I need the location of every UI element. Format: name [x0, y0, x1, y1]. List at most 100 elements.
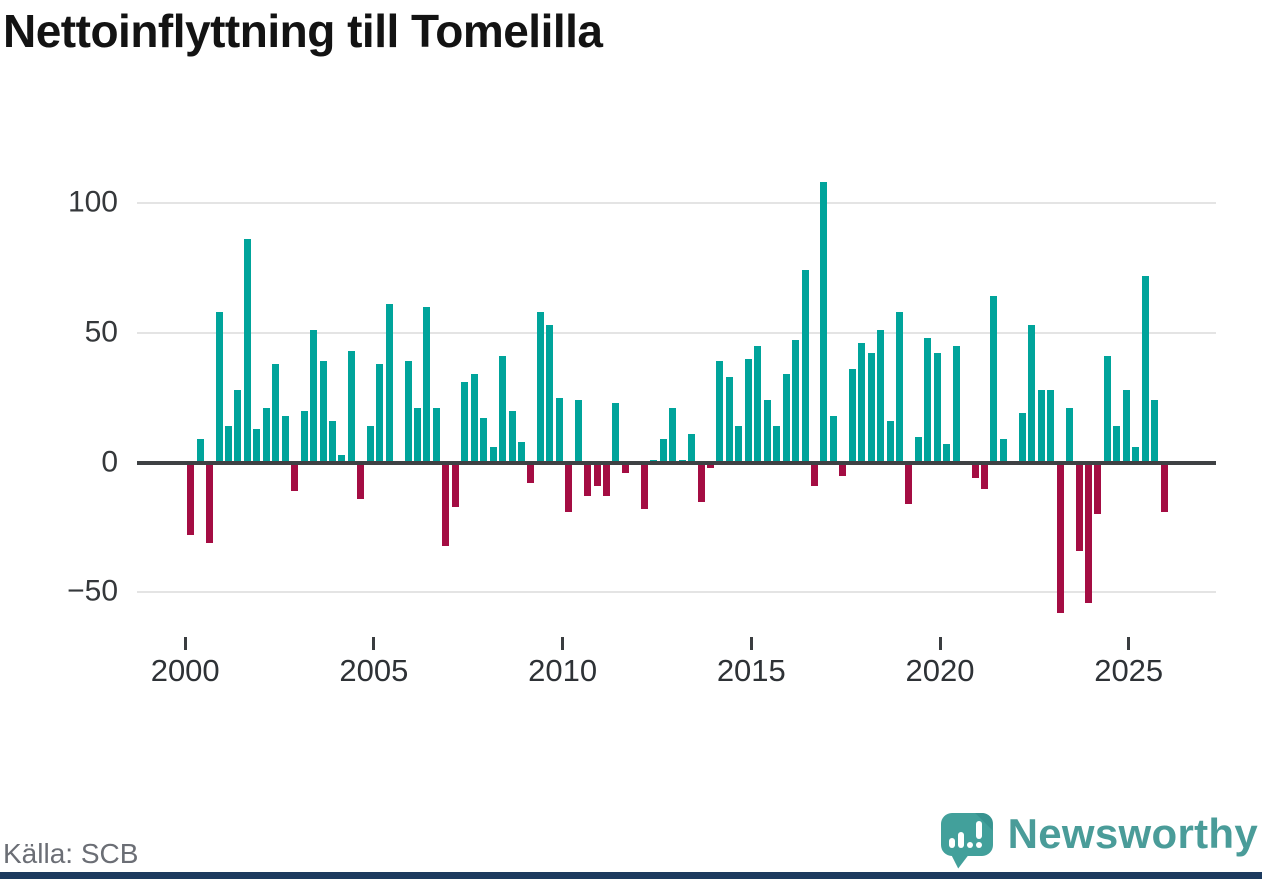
bar-2007-q4 — [480, 418, 488, 463]
x-tick-label-2005: 2005 — [339, 653, 409, 688]
bar-2002-q4 — [291, 462, 299, 492]
footer-accent-strip — [0, 872, 1262, 879]
bar-2005-q4 — [404, 361, 412, 463]
bar-2014-q1 — [716, 361, 724, 463]
y-tick-label-50: 50 — [84, 314, 118, 348]
chart-title: Nettoinflyttning till Tomelilla — [3, 5, 603, 57]
bar-2010-q2 — [574, 400, 582, 463]
bar-2004-q2 — [347, 350, 355, 463]
x-tick-mark-2005 — [372, 637, 376, 650]
bar-2024-q1 — [1094, 462, 1102, 515]
bar-2002-q3 — [281, 415, 289, 463]
bar-2021-q2 — [990, 296, 998, 463]
gridline-y-100 — [137, 201, 1216, 204]
x-tick-mark-2000 — [183, 637, 187, 650]
bar-2012-q1 — [640, 462, 648, 510]
bar-2000-q4 — [215, 311, 223, 463]
bar-2024-q2 — [1103, 356, 1111, 463]
bar-2018-q4 — [896, 311, 903, 463]
bar-2005-q2 — [385, 304, 393, 463]
bar-2006-q2 — [423, 306, 431, 463]
bar-2002-q2 — [272, 363, 280, 463]
bar-2005-q1 — [376, 363, 384, 463]
bar-2012-q3 — [659, 439, 667, 463]
zero-axis-line — [137, 460, 1216, 465]
bar-2020-q4 — [971, 462, 979, 479]
bar-2007-q2 — [461, 382, 469, 463]
bar-2017-q3 — [848, 369, 856, 463]
bar-2002-q1 — [262, 408, 270, 463]
bar-2017-q1 — [829, 415, 837, 463]
bar-2003-q2 — [310, 330, 317, 463]
bar-2015-q4 — [782, 374, 790, 463]
newsworthy-logo: Newsworthy — [940, 810, 1258, 869]
x-tick-mark-2025 — [1127, 637, 1131, 650]
bar-2014-q2 — [725, 376, 733, 463]
x-tick-label-2025: 2025 — [1094, 653, 1164, 688]
bar-2000-q3 — [206, 462, 214, 543]
bar-2024-q4 — [1122, 389, 1130, 463]
bar-2023-q2 — [1066, 408, 1073, 463]
bar-2022-q2 — [1028, 324, 1036, 463]
source-caption: Källa: SCB — [3, 838, 139, 869]
bar-2004-q1 — [338, 454, 346, 463]
bar-2003-q3 — [319, 361, 327, 463]
logo-wordmark: Newsworthy — [1007, 810, 1258, 857]
bar-2015-q2 — [763, 400, 771, 463]
bar-2010-q1 — [565, 462, 573, 512]
bar-2010-q4 — [593, 462, 601, 486]
bar-2023-q3 — [1075, 462, 1083, 551]
bar-2021-q1 — [981, 462, 988, 489]
mini-bar-chart-exclamation-icon — [948, 820, 982, 848]
bar-2007-q1 — [451, 462, 459, 507]
bar-2006-q3 — [432, 408, 440, 463]
bar-2011-q1 — [603, 462, 610, 497]
bar-2010-q3 — [584, 462, 592, 497]
bar-2009-q2 — [536, 311, 544, 463]
bar-2015-q1 — [754, 345, 762, 463]
y-tick-label-100: 100 — [67, 185, 118, 219]
bar-2003-q1 — [300, 410, 308, 463]
bar-2009-q3 — [546, 324, 554, 463]
bar-2018-q2 — [877, 330, 884, 463]
bar-2000-q2 — [196, 439, 204, 463]
bar-2025-q2 — [1141, 275, 1149, 463]
bar-2019-q1 — [905, 462, 913, 505]
bar-2009-q1 — [527, 462, 535, 484]
bar-2013-q4 — [707, 462, 714, 468]
x-tick-mark-2020 — [938, 637, 942, 650]
y-tick-label-0: 0 — [101, 444, 118, 478]
bar-2025-q4 — [1160, 462, 1168, 512]
bar-2021-q3 — [999, 439, 1007, 463]
newsworthy-bubble-icon — [940, 812, 993, 869]
bar-2001-q3 — [243, 239, 251, 463]
gridline-y--50 — [137, 591, 1216, 594]
bar-2012-q4 — [669, 408, 677, 463]
bar-2001-q1 — [225, 426, 232, 463]
bar-2017-q2 — [839, 462, 847, 476]
x-tick-label-2020: 2020 — [905, 653, 975, 688]
bar-2018-q3 — [886, 420, 894, 463]
bar-2019-q4 — [933, 353, 941, 463]
bar-2001-q2 — [234, 389, 242, 463]
bar-2024-q3 — [1113, 426, 1121, 463]
bar-2011-q2 — [612, 402, 620, 463]
bar-2016-q4 — [820, 182, 828, 463]
bar-2004-q4 — [366, 426, 374, 463]
bar-2003-q4 — [328, 420, 336, 463]
bar-2016-q2 — [801, 270, 809, 463]
bar-2023-q4 — [1084, 462, 1092, 603]
bar-2019-q2 — [914, 436, 922, 463]
bar-2013-q2 — [688, 433, 695, 463]
bar-2008-q1 — [489, 446, 497, 463]
bar-2016-q3 — [810, 462, 818, 486]
bar-2009-q4 — [555, 397, 563, 463]
bar-2025-q3 — [1151, 400, 1159, 463]
bar-2020-q1 — [943, 444, 951, 463]
bar-2006-q1 — [414, 408, 421, 463]
bar-2001-q4 — [253, 428, 261, 463]
bar-2022-q4 — [1047, 389, 1055, 463]
x-tick-label-2010: 2010 — [528, 653, 598, 688]
x-tick-label-2015: 2015 — [716, 653, 786, 688]
